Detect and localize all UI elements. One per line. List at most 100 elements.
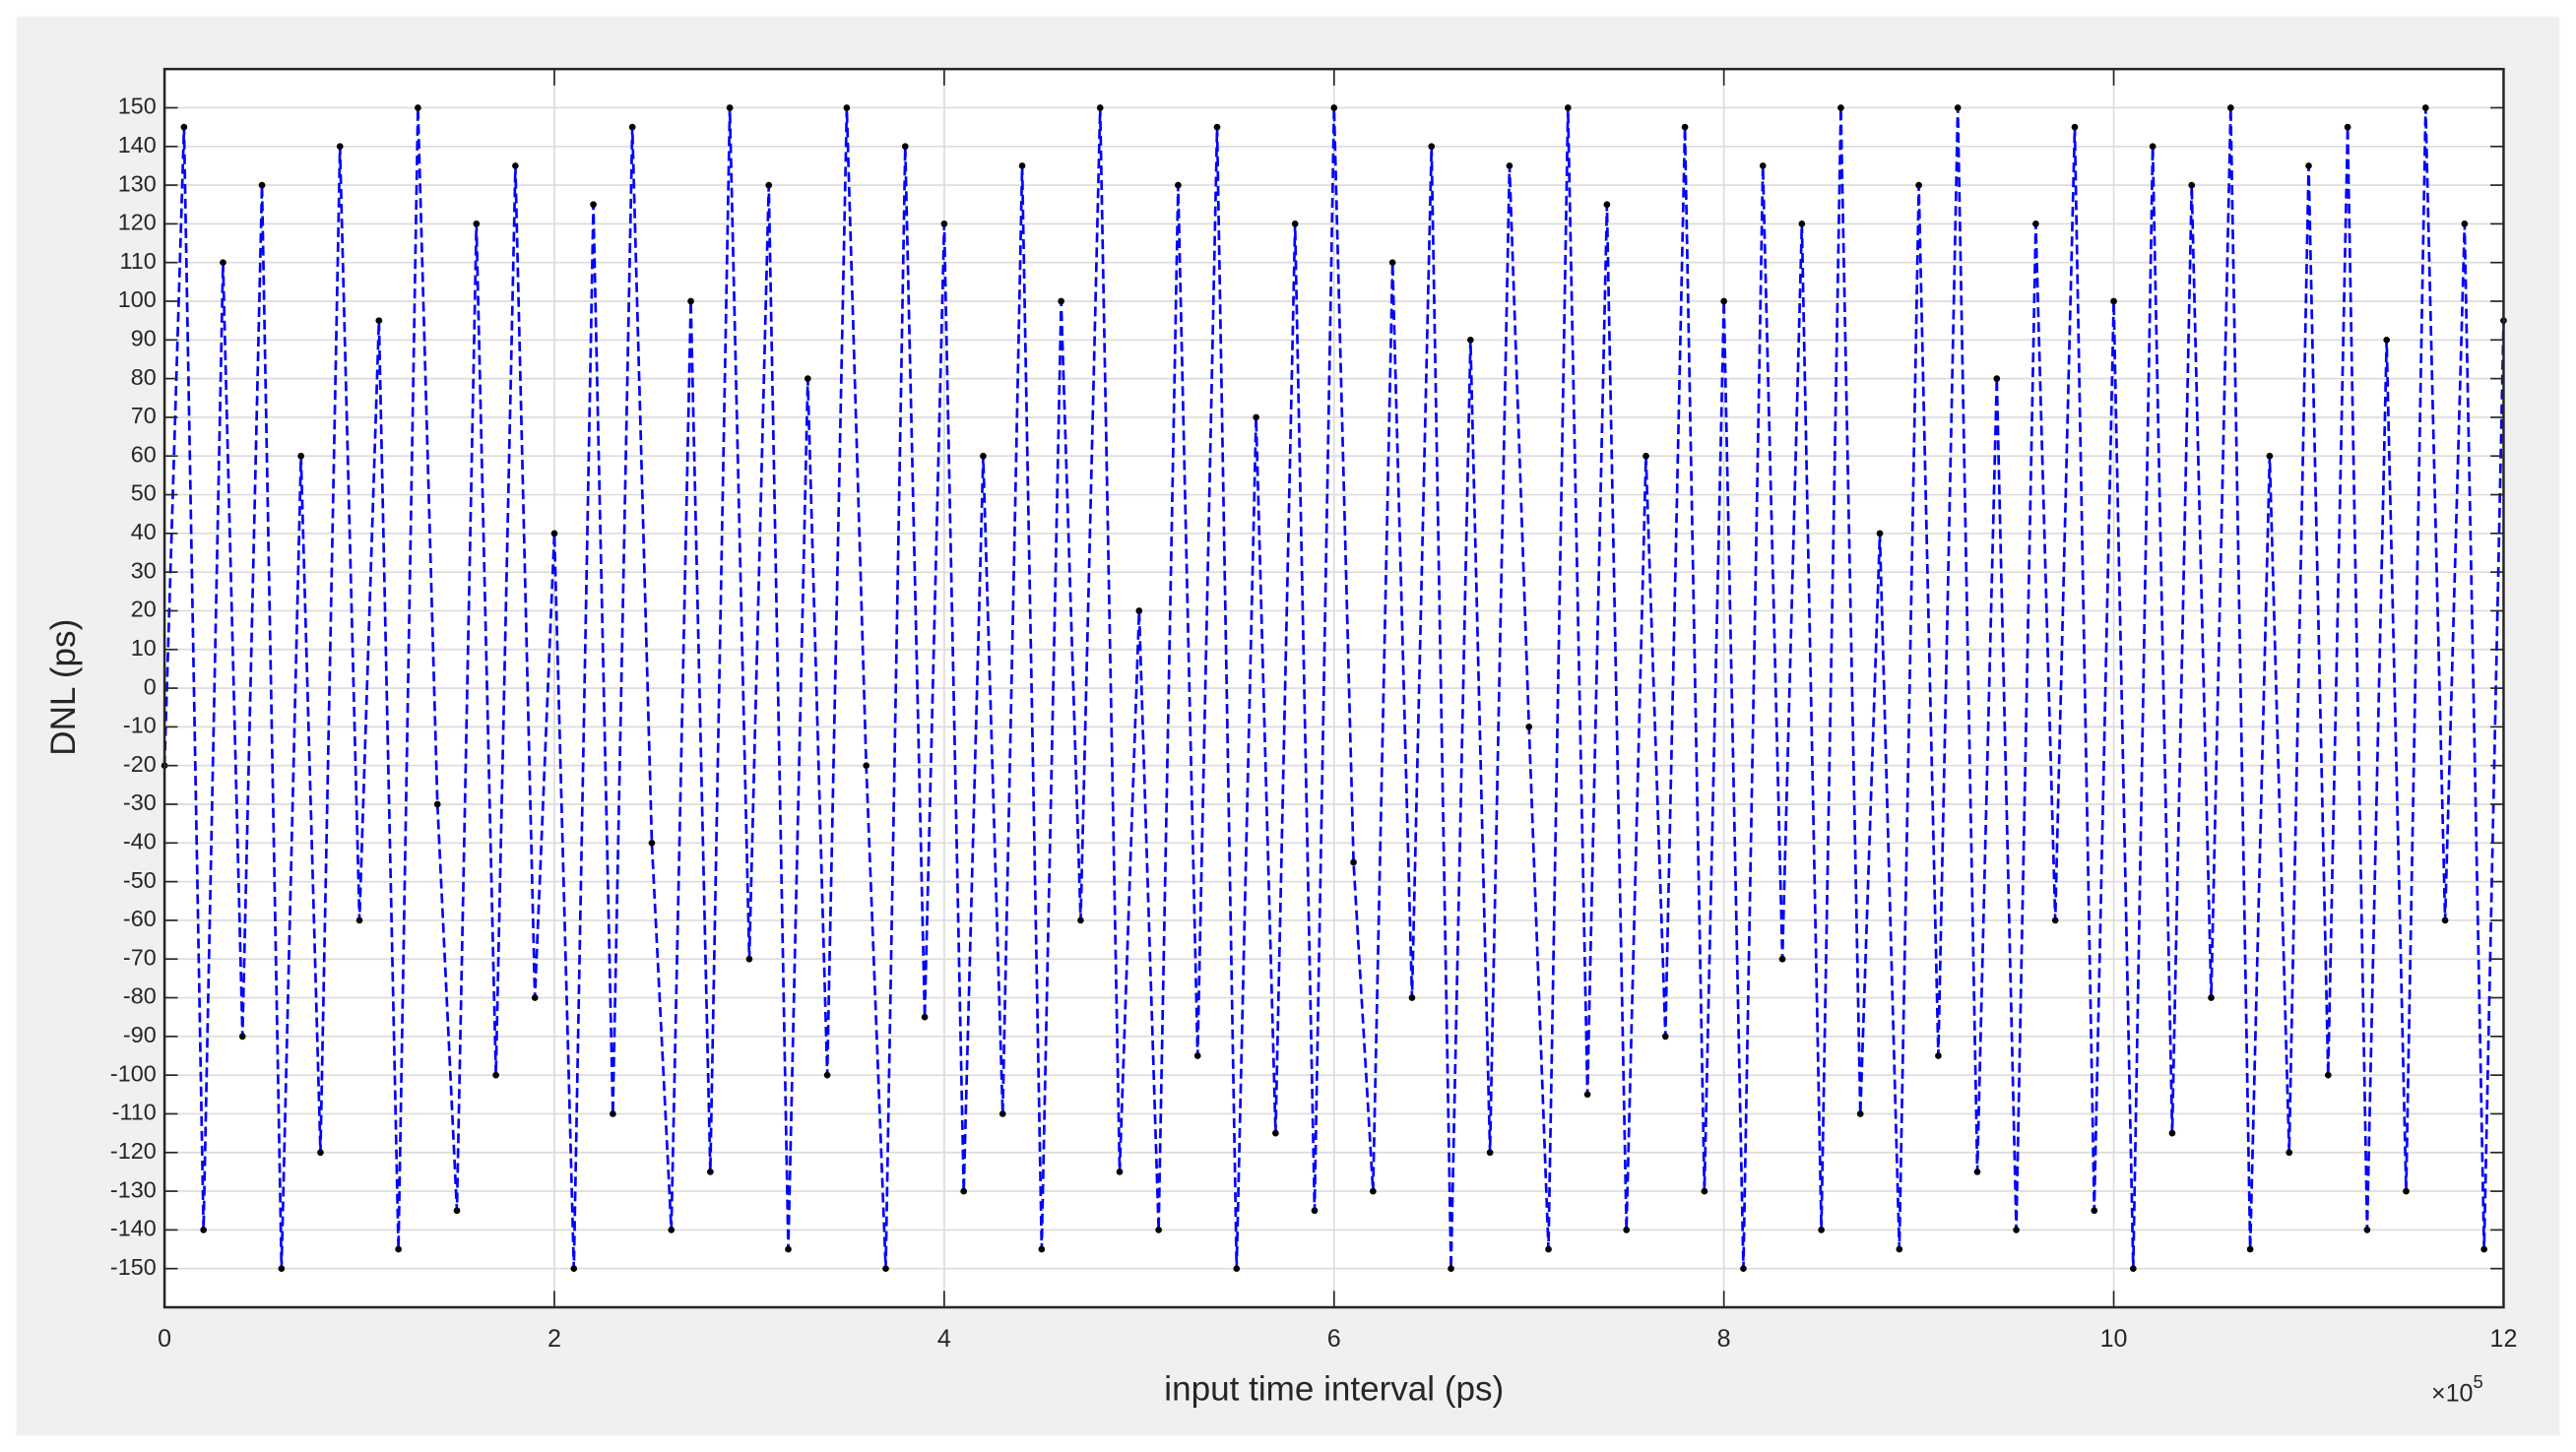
data-point — [1661, 1033, 1669, 1041]
data-point — [2246, 1245, 2254, 1253]
data-point — [1116, 1168, 1124, 1175]
data-point — [1896, 1245, 1903, 1253]
y-tick-label: 130 — [118, 170, 157, 196]
data-point — [200, 1227, 208, 1233]
data-point — [2344, 123, 2351, 131]
data-point — [2421, 104, 2429, 111]
data-point — [2149, 143, 2157, 151]
data-point — [745, 955, 753, 963]
data-point — [707, 1168, 714, 1175]
data-point — [785, 1245, 792, 1253]
y-tick-label: -150 — [110, 1254, 157, 1280]
data-point — [2188, 181, 2196, 189]
data-point — [550, 530, 558, 537]
data-point — [1876, 530, 1884, 537]
y-tick-label: -50 — [123, 867, 157, 893]
data-point — [882, 1265, 889, 1273]
data-point — [317, 1149, 324, 1157]
data-point — [1623, 1227, 1631, 1233]
data-point — [1778, 955, 1786, 963]
data-point — [2461, 221, 2469, 227]
data-point — [1388, 259, 1396, 267]
data-point — [1311, 1207, 1319, 1215]
data-point — [843, 104, 851, 111]
data-point — [1018, 162, 1026, 169]
data-point — [2226, 104, 2234, 111]
data-point — [1954, 104, 1962, 111]
data-point — [1681, 123, 1689, 131]
data-point — [668, 1227, 676, 1233]
y-tick-label: -40 — [123, 828, 157, 853]
data-point — [980, 452, 987, 460]
y-tick-label: 80 — [131, 364, 157, 390]
y-tick-label: -140 — [110, 1216, 157, 1241]
data-point — [2383, 336, 2391, 344]
data-point — [1720, 297, 1728, 305]
data-point — [1135, 607, 1143, 614]
data-point — [1350, 858, 1357, 866]
data-point — [453, 1207, 461, 1215]
data-point — [823, 1071, 831, 1079]
data-point — [2071, 123, 2079, 131]
data-point — [2363, 1227, 2371, 1233]
data-point — [2266, 452, 2274, 460]
data-point — [1564, 104, 1572, 111]
data-point — [726, 104, 734, 111]
y-tick-label: -90 — [123, 1022, 157, 1047]
y-tick-label: 110 — [119, 248, 156, 274]
data-point — [1330, 104, 1338, 111]
data-point — [610, 1110, 616, 1117]
data-point — [1603, 201, 1611, 209]
data-point — [336, 143, 344, 151]
y-tick-label: 0 — [144, 673, 157, 699]
data-point — [2013, 1227, 2020, 1233]
y-tick-label: -10 — [123, 713, 157, 738]
data-point — [1448, 1265, 1454, 1273]
data-point — [1466, 336, 1474, 344]
data-point — [258, 181, 266, 189]
data-point — [1233, 1265, 1241, 1273]
data-point — [531, 994, 539, 1001]
x-tick-label: 10 — [2100, 1325, 2128, 1353]
data-point — [960, 1187, 968, 1195]
data-point — [2130, 1265, 2137, 1273]
data-point — [1213, 123, 1221, 131]
data-point — [687, 297, 694, 305]
y-tick-label: -100 — [110, 1060, 157, 1086]
y-tick-label: 120 — [118, 210, 157, 235]
y-tick-label: 100 — [118, 286, 157, 312]
data-point — [1545, 1245, 1552, 1253]
data-point — [1993, 375, 2001, 382]
data-point — [1701, 1187, 1708, 1195]
data — [161, 104, 2507, 1273]
y-tick-label: 30 — [131, 557, 157, 583]
data-point — [375, 317, 383, 324]
y-tick-label: 40 — [131, 519, 157, 544]
data-point — [415, 104, 421, 111]
data-point — [998, 1110, 1006, 1117]
data-point — [1077, 916, 1084, 924]
data-point — [1155, 1227, 1162, 1233]
x-tick-label: 2 — [547, 1325, 561, 1353]
data-point — [180, 123, 188, 131]
data-point — [1506, 162, 1513, 169]
data-point — [1486, 1149, 1494, 1157]
data-point — [1253, 413, 1259, 421]
data-point — [901, 143, 909, 151]
y-axis-label: DNL (ps) — [44, 619, 83, 756]
data-point — [2168, 1129, 2176, 1137]
x-multiplier-exponent: 5 — [2473, 1371, 2482, 1392]
data-point — [2091, 1207, 2098, 1215]
data-point — [355, 916, 363, 924]
data-point — [1370, 1187, 1377, 1195]
data-point — [1818, 1227, 1825, 1233]
data-point — [492, 1071, 499, 1079]
data-point — [1583, 1091, 1591, 1099]
data-point — [1291, 221, 1299, 227]
data-point — [1428, 143, 1436, 151]
data-point — [1915, 181, 1922, 189]
data-point — [2441, 916, 2449, 924]
data-point — [2286, 1149, 2293, 1157]
data-point — [1798, 221, 1806, 227]
